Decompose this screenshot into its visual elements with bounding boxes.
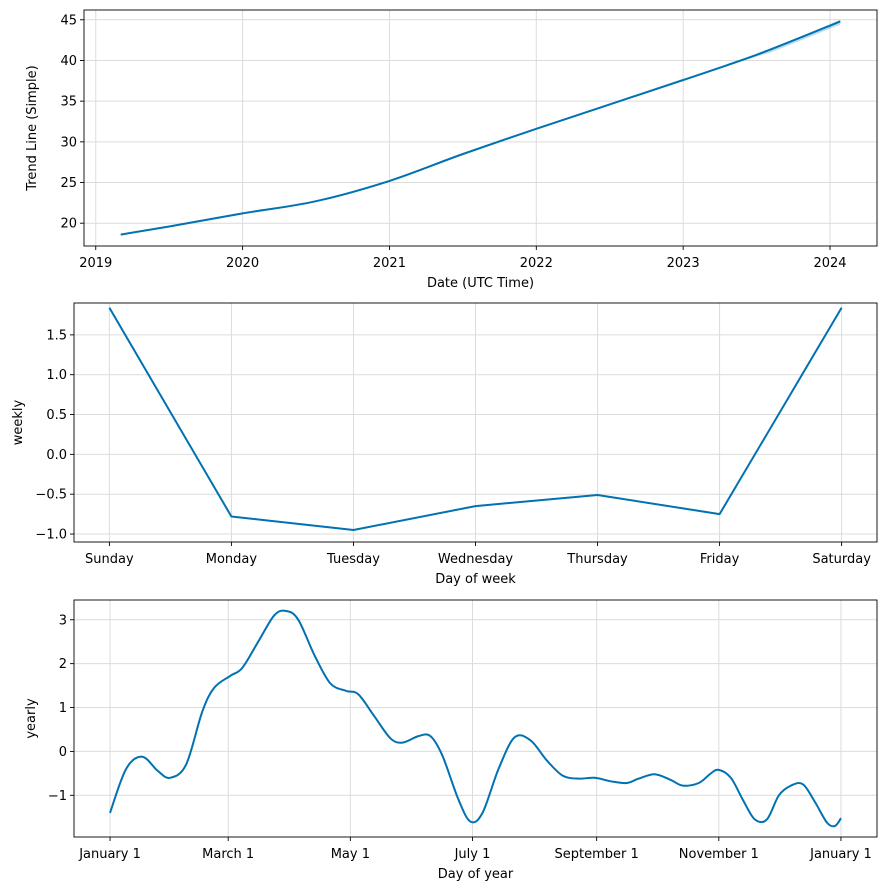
weekly-x-tick-label: Friday: [700, 552, 740, 567]
trend-y-tick-label: 45: [60, 13, 77, 28]
yearly-x-tick-label: January 1: [78, 847, 141, 862]
yearly-ticks: January 1 March 1 May 1 July 1 September 1 No…: [48, 613, 872, 862]
yearly-y-tick-label: 2: [59, 657, 67, 672]
weekly-y-tick-label: 0.0: [46, 448, 67, 463]
trend-grid: [84, 10, 877, 246]
trend-y-tick-label: 20: [60, 217, 77, 232]
trend-y-tick-label: 25: [60, 176, 77, 191]
weekly-y-tick-label: −1.0: [35, 528, 67, 543]
weekly-series-line: [108, 307, 843, 531]
trend-y-tick-label: 30: [60, 135, 77, 150]
weekly-y-tick-label: 0.5: [46, 408, 67, 423]
weekly-grid: [74, 303, 877, 542]
trend-x-tick-label: 2019: [79, 256, 112, 271]
weekly-y-axis-label: weekly: [11, 399, 26, 445]
yearly-x-tick-label: January 1: [809, 847, 872, 862]
weekly-y-tick-label: 1.5: [46, 328, 67, 343]
trend-x-tick-label: 2024: [813, 256, 846, 271]
weekly-x-tick-label: Thursday: [566, 552, 628, 567]
yearly-grid: [74, 600, 877, 837]
trend-x-tick-label: 2022: [520, 256, 553, 271]
trend-series-line: [120, 20, 841, 236]
yearly-y-tick-label: −1: [48, 789, 67, 804]
yearly-x-tick-label: September 1: [555, 847, 639, 862]
trend-y-tick-label: 35: [60, 95, 77, 110]
yearly-x-axis-label: Day of year: [438, 867, 514, 882]
weekly-x-tick-label: Monday: [206, 552, 258, 567]
yearly-panel: January 1 March 1 May 1 July 1 September 1 No…: [24, 599, 878, 882]
yearly-x-tick-label: May 1: [331, 847, 370, 862]
weekly-y-tick-label: −0.5: [35, 488, 67, 503]
weekly-x-tick-label: Sunday: [85, 552, 134, 567]
yearly-y-axis-label: yearly: [24, 698, 39, 739]
trend-x-tick-label: 2020: [226, 256, 259, 271]
trend-line-layer: [120, 20, 841, 236]
weekly-x-axis-label: Day of week: [435, 572, 516, 587]
trend-x-tick-label: 2021: [373, 256, 406, 271]
trend-x-axis-label: Date (UTC Time): [427, 276, 534, 291]
trend-y-axis-label: Trend Line (Simple): [25, 65, 40, 191]
weekly-panel: Sunday Monday Tuesday Wednesday Thursday Frid…: [11, 302, 878, 587]
weekly-line-layer: [108, 307, 843, 531]
trend-y-tick-label: 40: [60, 54, 77, 69]
yearly-line-layer: [109, 609, 842, 828]
yearly-y-tick-label: 1: [59, 701, 67, 716]
weekly-x-tick-label: Wednesday: [438, 552, 514, 567]
yearly-x-tick-label: July 1: [454, 847, 491, 862]
weekly-x-tick-label: Saturday: [812, 552, 871, 567]
weekly-y-tick-label: 1.0: [46, 368, 67, 383]
yearly-y-tick-label: 0: [59, 745, 67, 760]
weekly-ticks: Sunday Monday Tuesday Wednesday Thursday Frid…: [35, 328, 871, 567]
yearly-series-line: [109, 609, 842, 828]
weekly-x-tick-label: Tuesday: [326, 552, 380, 567]
yearly-x-tick-label: November 1: [679, 847, 759, 862]
trend-x-tick-label: 2023: [667, 256, 700, 271]
yearly-axes-frame: [73, 599, 878, 838]
trend-axes-frame: [83, 9, 878, 247]
yearly-y-tick-label: 3: [59, 613, 67, 628]
yearly-x-tick-label: March 1: [202, 847, 254, 862]
